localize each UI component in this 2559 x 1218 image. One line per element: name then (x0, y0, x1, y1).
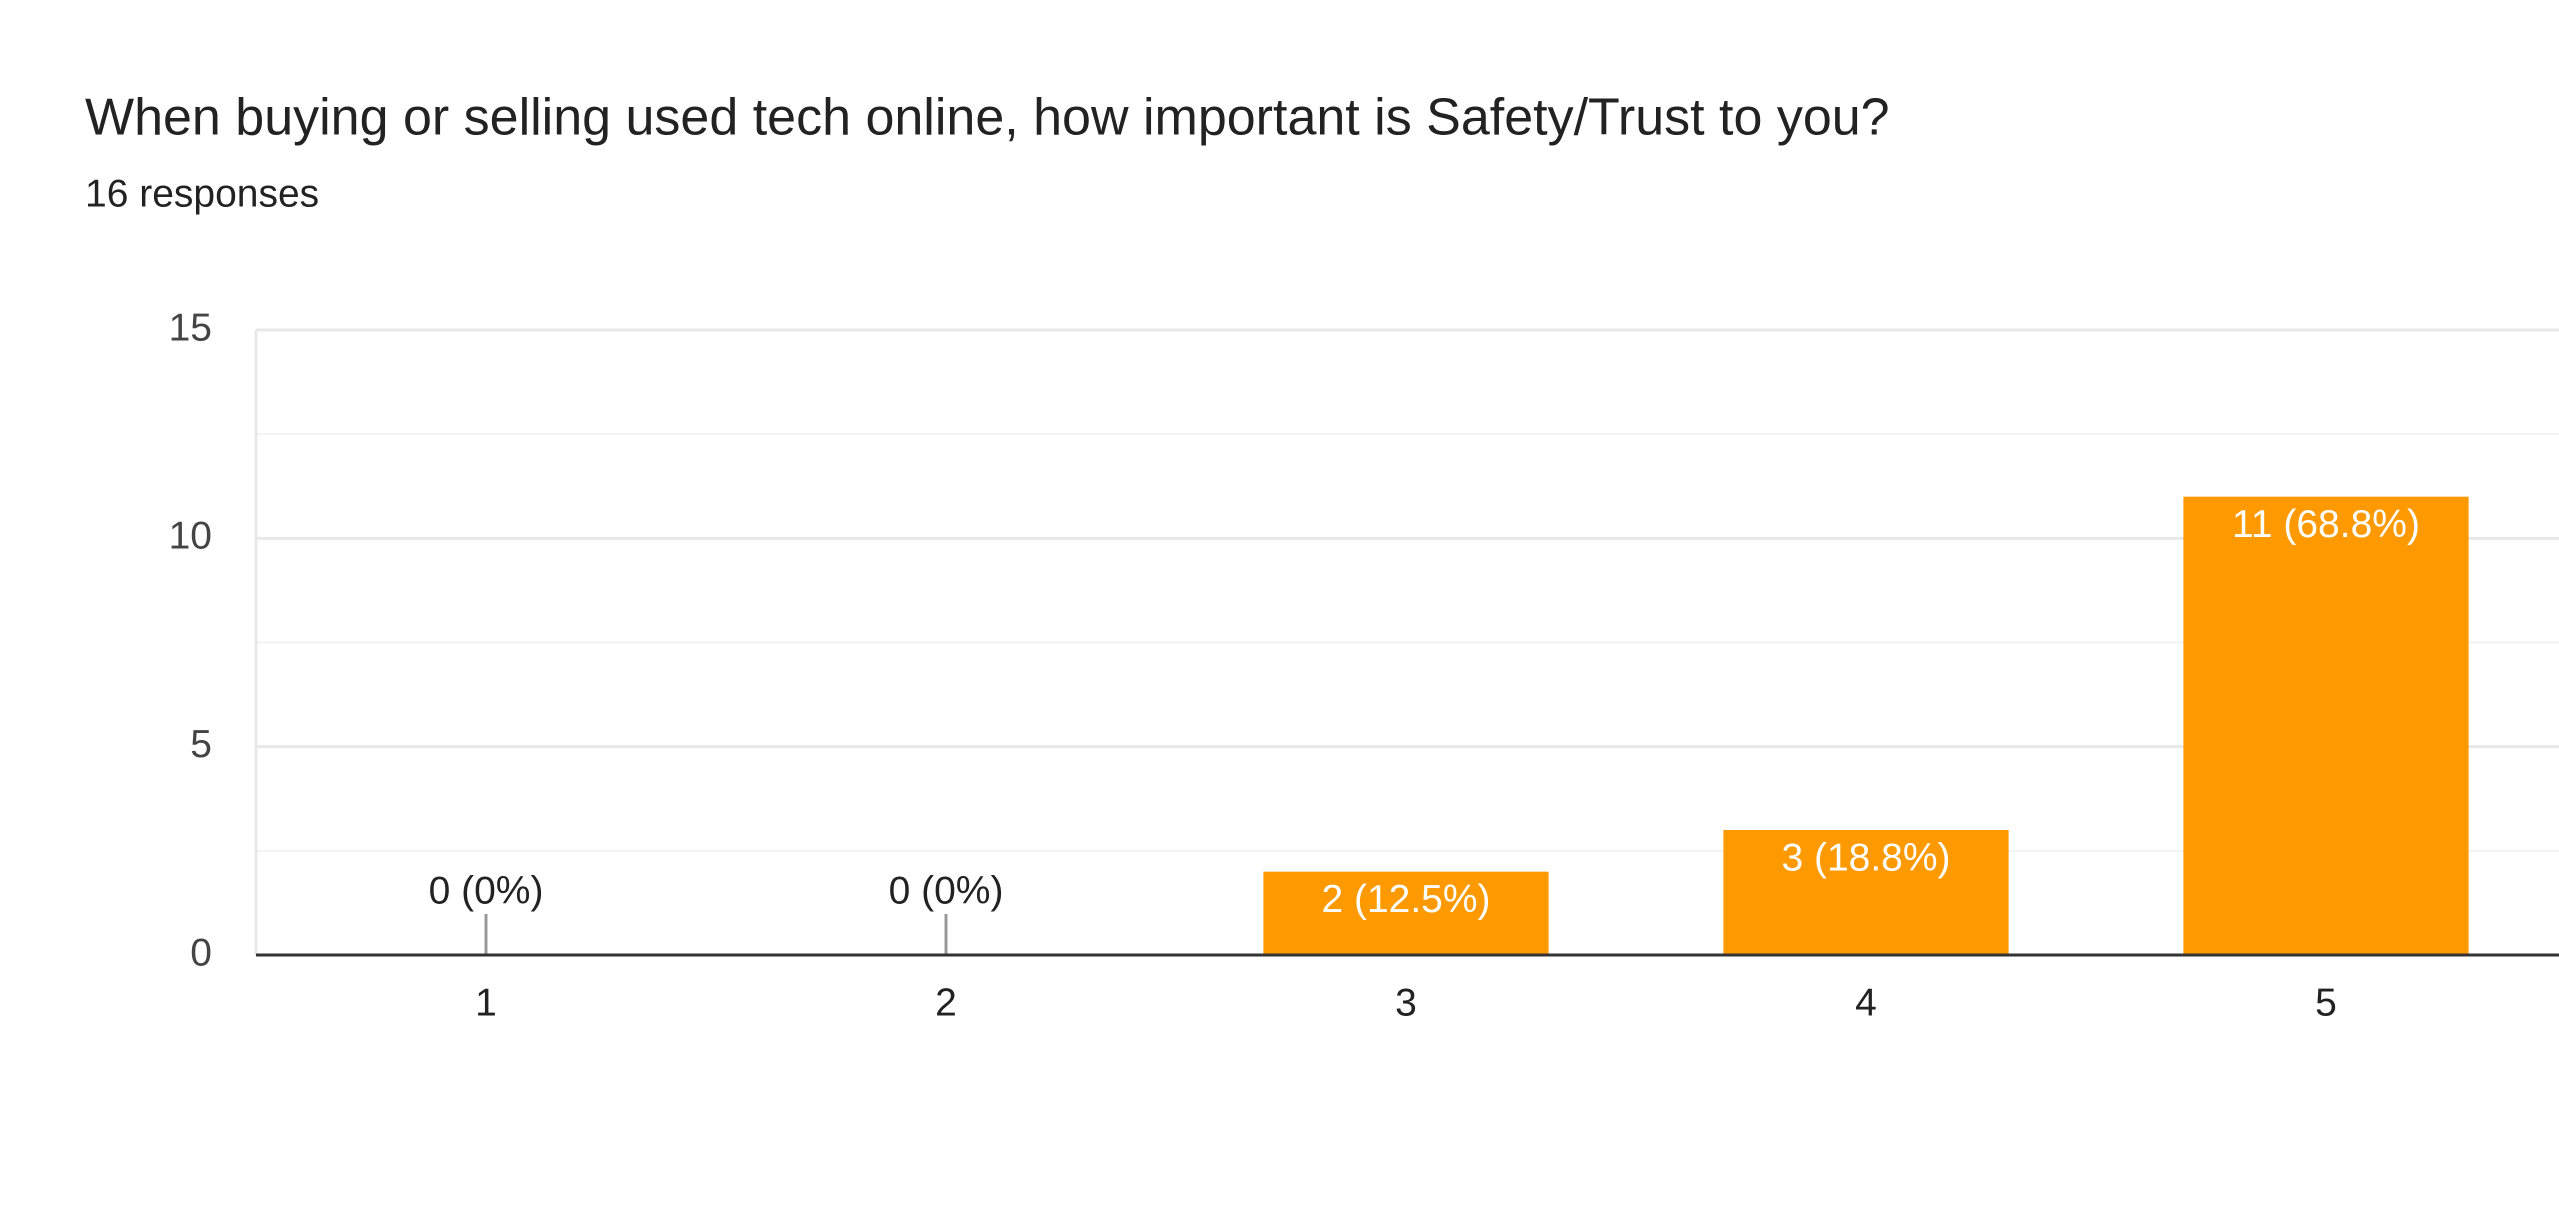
bar (1263, 871, 1549, 955)
y-tick-label: 0 (190, 931, 212, 974)
x-tick-label: 3 (1395, 981, 1417, 1024)
x-tick-label: 4 (1855, 981, 1877, 1024)
value-label: 11 (68.8%) (2232, 503, 2420, 546)
value-label: 3 (18.8%) (1781, 836, 1950, 879)
value-label: 0 (0%) (889, 869, 1004, 912)
bar (1723, 830, 2009, 955)
x-tick-label: 5 (2315, 981, 2337, 1024)
value-label: 2 (12.5%) (1321, 878, 1490, 921)
y-tick-label: 15 (169, 306, 212, 349)
y-tick-label: 10 (169, 515, 212, 558)
chart-title: When buying or selling used tech online,… (85, 89, 1890, 147)
y-tick-label: 5 (190, 723, 212, 766)
chart-subtitle: 16 responses (85, 172, 319, 215)
value-label: 0 (0%) (429, 869, 544, 912)
x-tick-label: 2 (935, 981, 957, 1024)
bar (2183, 496, 2469, 955)
x-tick-label: 1 (475, 981, 497, 1024)
